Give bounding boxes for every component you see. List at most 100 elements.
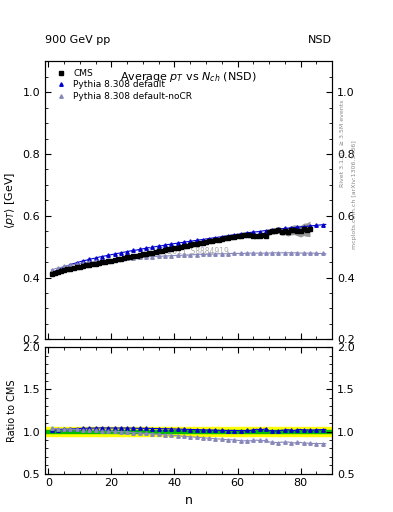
Pythia 8.308 default: [320, 222, 325, 228]
CMS: [87, 262, 92, 268]
Pythia 8.308 default-noCR: [219, 251, 224, 257]
Text: 900 GeV pp: 900 GeV pp: [45, 35, 110, 45]
Pythia 8.308 default-noCR: [257, 250, 262, 256]
Pythia 8.308 default-noCR: [81, 260, 85, 266]
Pythia 8.308 default-noCR: [106, 257, 110, 263]
Pythia 8.308 default: [169, 241, 174, 247]
Pythia 8.308 default: [119, 250, 123, 256]
Line: CMS: CMS: [50, 227, 312, 276]
Pythia 8.308 default: [238, 231, 243, 237]
Pythia 8.308 default: [112, 251, 117, 257]
Pythia 8.308 default-noCR: [264, 250, 268, 256]
X-axis label: n: n: [185, 494, 193, 507]
Pythia 8.308 default: [175, 240, 180, 246]
Legend: CMS, Pythia 8.308 default, Pythia 8.308 default-noCR: CMS, Pythia 8.308 default, Pythia 8.308 …: [50, 66, 195, 104]
Pythia 8.308 default: [99, 253, 104, 260]
Pythia 8.308 default-noCR: [226, 251, 230, 257]
Pythia 8.308 default-noCR: [251, 250, 255, 256]
Pythia 8.308 default: [207, 236, 211, 242]
Pythia 8.308 default: [138, 246, 142, 252]
Pythia 8.308 default: [257, 228, 262, 234]
Pythia 8.308 default: [244, 230, 249, 236]
Bar: [45, 428, 332, 436]
Pythia 8.308 default-noCR: [207, 251, 211, 257]
Pythia 8.308 default: [156, 243, 161, 249]
Pythia 8.308 default-noCR: [289, 250, 294, 256]
Pythia 8.308 default-noCR: [156, 253, 161, 259]
Pythia 8.308 default-noCR: [276, 250, 281, 256]
Pythia 8.308 default-noCR: [144, 254, 149, 260]
Pythia 8.308 default: [301, 224, 306, 230]
Pythia 8.308 default: [194, 238, 199, 244]
CMS: [204, 239, 208, 245]
Pythia 8.308 default-noCR: [238, 250, 243, 257]
Pythia 8.308 default: [150, 244, 155, 250]
Pythia 8.308 default-noCR: [49, 267, 54, 273]
Pythia 8.308 default-noCR: [93, 259, 98, 265]
Pythia 8.308 default-noCR: [125, 255, 130, 262]
Pythia 8.308 default: [289, 225, 294, 231]
Pythia 8.308 default-noCR: [150, 253, 155, 260]
Pythia 8.308 default-noCR: [301, 250, 306, 256]
Pythia 8.308 default: [87, 256, 92, 262]
Pythia 8.308 default: [188, 238, 193, 244]
Pythia 8.308 default: [49, 270, 54, 276]
Pythia 8.308 default: [219, 233, 224, 240]
Pythia 8.308 default-noCR: [62, 263, 66, 269]
Text: NSD: NSD: [308, 35, 332, 45]
Pythia 8.308 default: [182, 239, 186, 245]
Pythia 8.308 default: [264, 227, 268, 233]
Pythia 8.308 default: [295, 224, 300, 230]
Pythia 8.308 default: [308, 223, 312, 229]
Pythia 8.308 default-noCR: [74, 261, 79, 267]
Y-axis label: Ratio to CMS: Ratio to CMS: [7, 379, 17, 442]
Pythia 8.308 default: [276, 226, 281, 232]
Bar: [45, 430, 332, 433]
Pythia 8.308 default: [93, 255, 98, 261]
CMS: [308, 226, 312, 232]
Pythia 8.308 default-noCR: [163, 253, 167, 259]
Pythia 8.308 default: [200, 237, 205, 243]
Pythia 8.308 default: [213, 234, 218, 241]
CMS: [235, 233, 240, 239]
Pythia 8.308 default-noCR: [295, 250, 300, 256]
Pythia 8.308 default: [314, 222, 319, 228]
CMS: [65, 266, 70, 272]
Pythia 8.308 default: [226, 233, 230, 239]
Pythia 8.308 default: [270, 227, 275, 233]
Pythia 8.308 default: [131, 247, 136, 253]
Pythia 8.308 default-noCR: [188, 252, 193, 258]
Pythia 8.308 default: [106, 252, 110, 259]
Pythia 8.308 default: [81, 258, 85, 264]
Pythia 8.308 default: [62, 264, 66, 270]
Pythia 8.308 default: [55, 267, 60, 273]
Y-axis label: $\langle p_T\rangle$ [GeV]: $\langle p_T\rangle$ [GeV]: [3, 172, 17, 229]
Pythia 8.308 default-noCR: [112, 257, 117, 263]
Pythia 8.308 default-noCR: [314, 250, 319, 257]
Pythia 8.308 default-noCR: [232, 250, 237, 257]
Pythia 8.308 default: [144, 245, 149, 251]
Pythia 8.308 default: [251, 229, 255, 235]
Pythia 8.308 default-noCR: [87, 259, 92, 265]
Pythia 8.308 default-noCR: [68, 262, 73, 268]
Pythia 8.308 default-noCR: [320, 250, 325, 257]
Pythia 8.308 default-noCR: [175, 252, 180, 259]
Pythia 8.308 default-noCR: [138, 254, 142, 261]
Pythia 8.308 default: [74, 260, 79, 266]
Pythia 8.308 default-noCR: [283, 250, 287, 256]
Text: Average $p_T$ vs $N_{ch}$ (NSD): Average $p_T$ vs $N_{ch}$ (NSD): [120, 70, 257, 84]
Pythia 8.308 default: [125, 248, 130, 254]
CMS: [49, 271, 54, 278]
Text: CMS_2011_S8884919: CMS_2011_S8884919: [148, 246, 230, 255]
Text: mcplots.cern.ch [arXiv:1306.3436]: mcplots.cern.ch [arXiv:1306.3436]: [352, 140, 357, 249]
CMS: [103, 259, 107, 265]
Line: Pythia 8.308 default-noCR: Pythia 8.308 default-noCR: [50, 251, 324, 271]
Pythia 8.308 default-noCR: [200, 251, 205, 258]
Pythia 8.308 default-noCR: [169, 252, 174, 259]
Line: Pythia 8.308 default: Pythia 8.308 default: [50, 223, 324, 274]
Pythia 8.308 default-noCR: [194, 251, 199, 258]
Pythia 8.308 default: [283, 225, 287, 231]
Pythia 8.308 default: [68, 262, 73, 268]
Pythia 8.308 default-noCR: [182, 252, 186, 258]
Pythia 8.308 default-noCR: [99, 258, 104, 264]
